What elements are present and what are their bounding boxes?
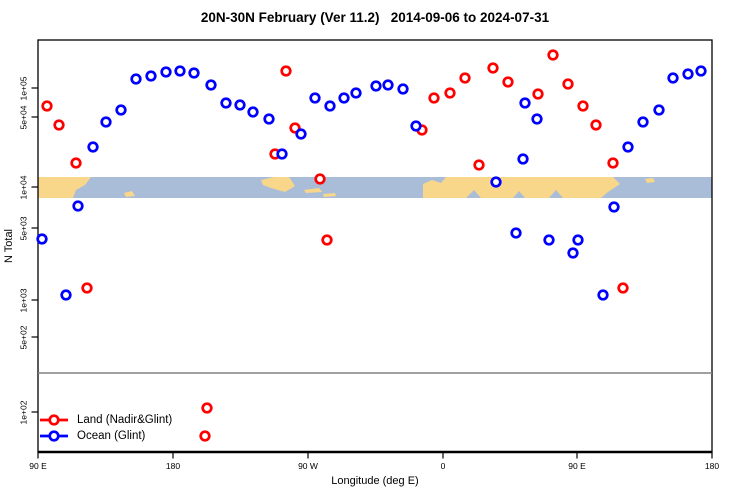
ocean-point: [247, 106, 259, 118]
ocean-point: [543, 234, 555, 246]
land-point: [562, 78, 574, 90]
x-tick-label: 90 E: [29, 461, 47, 471]
ocean-point: [145, 70, 157, 82]
ocean-point: [276, 148, 288, 160]
land-point: [617, 282, 629, 294]
ocean-point: [338, 92, 350, 104]
chart-title: 20N-30N February (Ver 11.2) 2014-09-06 t…: [200, 10, 550, 25]
y-tick-label: 1e+02: [18, 400, 29, 424]
ocean-point: [100, 116, 112, 128]
land-point: [547, 49, 559, 61]
land-series-swatch-icon: [40, 414, 68, 426]
ocean-point: [295, 128, 307, 140]
land-point: [473, 159, 485, 171]
ocean-point: [597, 289, 609, 301]
ocean-point: [519, 97, 531, 109]
land-point: [428, 92, 440, 104]
land-point: [459, 72, 471, 84]
ocean-point: [517, 153, 529, 165]
ocean-point: [370, 80, 382, 92]
ocean-point: [510, 227, 522, 239]
ocean-point: [608, 201, 620, 213]
x-tick-label: 180: [165, 461, 181, 471]
legend: Land (Nadir&Glint) Ocean (Glint): [39, 412, 172, 444]
map-band-land-polygon: [124, 191, 135, 197]
ocean-point: [234, 99, 246, 111]
ocean-point: [220, 97, 232, 109]
land-point: [487, 62, 499, 74]
ocean-point: [87, 141, 99, 153]
ocean-point: [667, 72, 679, 84]
ocean-point: [695, 65, 707, 77]
y-tick-label: 5e+04: [18, 105, 29, 129]
land-point: [532, 88, 544, 100]
map-band-land-polygon: [323, 193, 336, 197]
ocean-point: [531, 113, 543, 125]
ocean-point: [174, 65, 186, 77]
ocean-point: [205, 79, 217, 91]
y-tick-label: 1e+03: [18, 288, 29, 312]
ocean-point: [567, 247, 579, 259]
y-tick-label: 5e+02: [18, 325, 29, 349]
ocean-point: [637, 116, 649, 128]
ocean-point: [309, 92, 321, 104]
ocean-point: [410, 120, 422, 132]
y-tick-label: 1e+04: [18, 175, 29, 199]
ocean-point: [188, 67, 200, 79]
ocean-point: [397, 83, 409, 95]
land-point: [607, 157, 619, 169]
legend-label-ocean: Ocean (Glint): [77, 430, 146, 442]
land-point: [53, 119, 65, 131]
x-tick-label: 180: [704, 461, 720, 471]
land-point: [590, 119, 602, 131]
legend-label-land: Land (Nadir&Glint): [77, 414, 173, 426]
map-band-land-polygon: [645, 178, 655, 183]
ocean-point: [382, 79, 394, 91]
ocean-point: [653, 104, 665, 116]
ocean-point: [130, 73, 142, 85]
ocean-point: [490, 176, 502, 188]
map-band-land-polygon: [261, 177, 295, 192]
x-tick-label: 90 W: [298, 461, 318, 471]
map-band-land-polygon: [38, 177, 91, 198]
ocean-point: [72, 200, 84, 212]
land-point: [199, 430, 211, 442]
x-tick-label: 0: [440, 461, 446, 471]
land-point: [81, 282, 93, 294]
map-band-land-polygon: [304, 188, 322, 193]
ocean-point: [350, 87, 362, 99]
map-band-land-polygon: [423, 177, 620, 198]
legend-item-land: Land (Nadir&Glint): [39, 412, 172, 428]
land-point: [577, 100, 589, 112]
ocean-point: [115, 104, 127, 116]
ocean-point: [572, 234, 584, 246]
ocean-point: [160, 66, 172, 78]
plot-frame: [37, 39, 713, 453]
ocean-point: [682, 68, 694, 80]
ocean-point: [263, 113, 275, 125]
x-axis-label: Longitude (deg E): [331, 475, 419, 487]
x-tick-label: 90 E: [568, 461, 586, 471]
ocean-point: [60, 289, 72, 301]
land-point: [444, 87, 456, 99]
legend-item-ocean: Ocean (Glint): [39, 428, 172, 444]
y-axis-label: N Total: [3, 228, 15, 264]
land-point: [314, 173, 326, 185]
ocean-point: [36, 233, 48, 245]
land-point: [70, 157, 82, 169]
land-point: [502, 76, 514, 88]
ocean-point: [622, 141, 634, 153]
y-tick-label: 5e+03: [18, 216, 29, 240]
land-point: [201, 402, 213, 414]
ocean-series-swatch-icon: [40, 430, 68, 442]
land-point: [280, 65, 292, 77]
ocean-point: [324, 100, 336, 112]
land-point: [41, 100, 53, 112]
land-point: [321, 234, 333, 246]
